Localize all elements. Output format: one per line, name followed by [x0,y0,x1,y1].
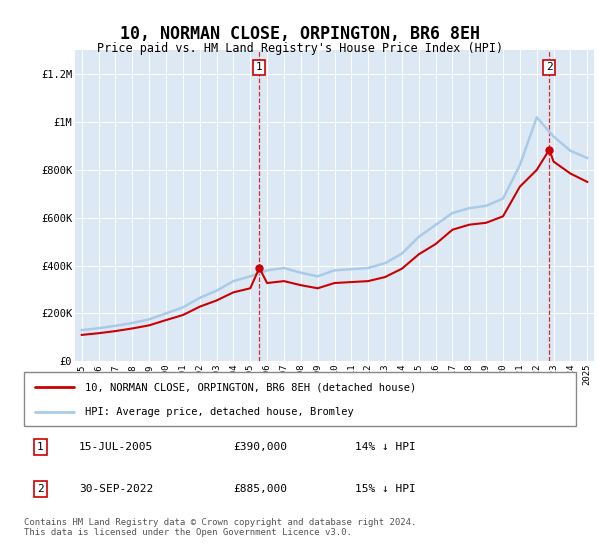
Text: Price paid vs. HM Land Registry's House Price Index (HPI): Price paid vs. HM Land Registry's House … [97,42,503,55]
Text: 1: 1 [37,442,44,452]
Text: 14% ↓ HPI: 14% ↓ HPI [355,442,416,452]
Text: 10, NORMAN CLOSE, ORPINGTON, BR6 8EH: 10, NORMAN CLOSE, ORPINGTON, BR6 8EH [120,25,480,43]
Text: 1: 1 [256,63,263,72]
Text: 2: 2 [546,63,553,72]
Text: 30-SEP-2022: 30-SEP-2022 [79,484,154,494]
Text: 15-JUL-2005: 15-JUL-2005 [79,442,154,452]
Text: 15% ↓ HPI: 15% ↓ HPI [355,484,416,494]
Text: £390,000: £390,000 [234,442,288,452]
Text: 10, NORMAN CLOSE, ORPINGTON, BR6 8EH (detached house): 10, NORMAN CLOSE, ORPINGTON, BR6 8EH (de… [85,382,416,393]
Text: HPI: Average price, detached house, Bromley: HPI: Average price, detached house, Brom… [85,407,353,417]
Text: 2: 2 [37,484,44,494]
FancyBboxPatch shape [24,372,576,426]
Text: £885,000: £885,000 [234,484,288,494]
Text: Contains HM Land Registry data © Crown copyright and database right 2024.
This d: Contains HM Land Registry data © Crown c… [24,518,416,538]
